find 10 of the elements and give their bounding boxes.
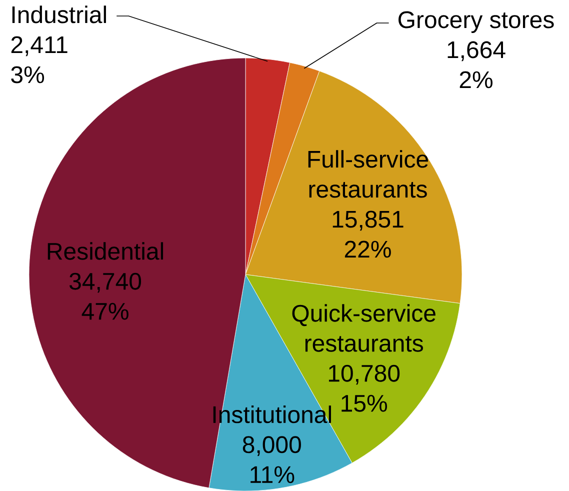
data-label: 2,411 3% xyxy=(11,36,68,84)
slice-label: Industrial xyxy=(12,6,106,24)
slice-label: Grocery stores xyxy=(398,11,554,33)
slice-label: Full-service restaurants xyxy=(308,150,428,198)
data-label: 1,664 2% xyxy=(448,41,506,88)
slice-label: Residential xyxy=(48,242,164,260)
data-label: 8,000 11% xyxy=(242,436,301,484)
data-label: 34,740 47% xyxy=(69,272,142,320)
slice-label: Quick-service restaurants xyxy=(292,304,436,352)
data-label: 15,851 22% xyxy=(332,210,404,258)
